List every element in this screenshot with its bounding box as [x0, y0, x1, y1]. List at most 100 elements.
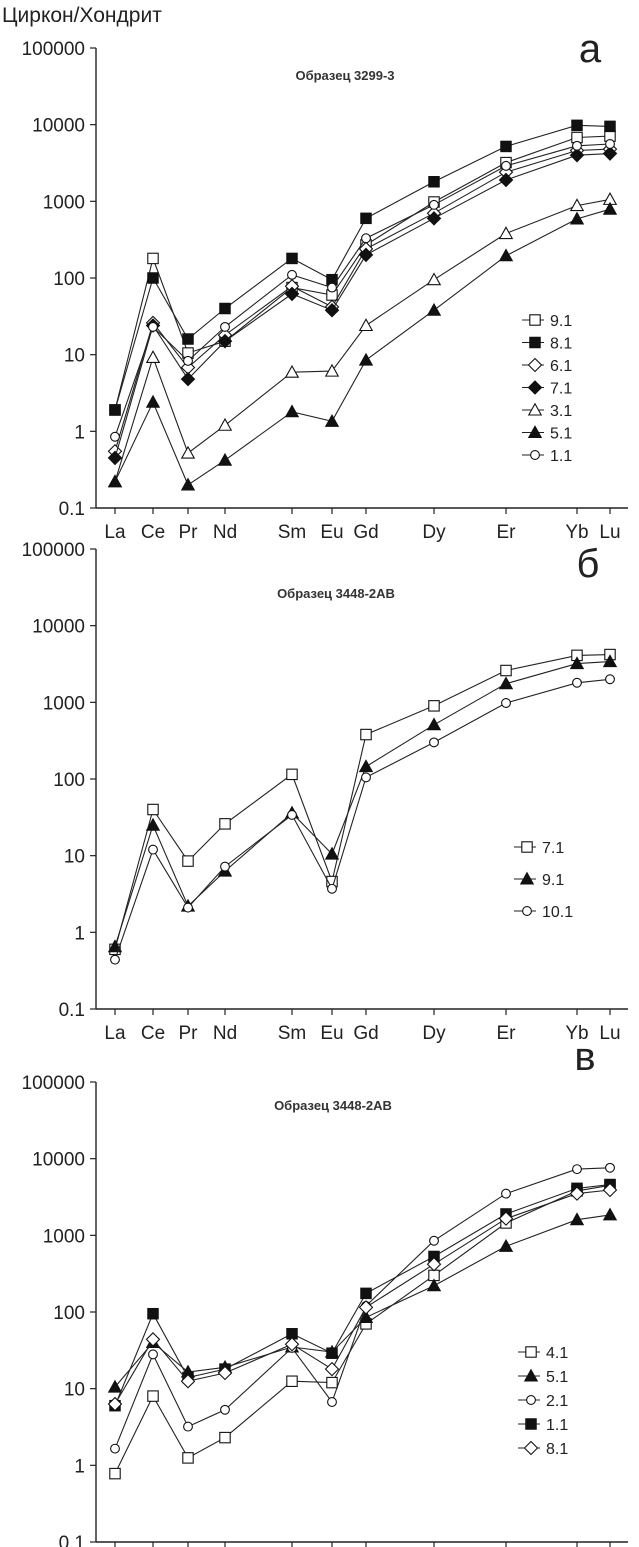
data-point [217, 1365, 233, 1381]
data-point [569, 1186, 585, 1201]
legend-marker [527, 380, 543, 395]
data-point [569, 1212, 585, 1226]
data-point [107, 450, 123, 466]
data-point [145, 1332, 161, 1347]
data-point [326, 1376, 338, 1389]
y-tick-label: 10 [64, 346, 85, 367]
data-point [572, 1164, 582, 1175]
data-point [182, 333, 194, 345]
legend-entry: 7.1 [522, 380, 572, 398]
y-tick-label: 100 [53, 1303, 85, 1324]
legend-entry: 6.1 [522, 357, 572, 375]
data-point [284, 404, 300, 418]
data-point [107, 939, 123, 953]
data-point [572, 677, 582, 688]
y-tick-label: 0.1 [59, 1533, 85, 1547]
legend-entry: 8.1 [522, 336, 572, 353]
legend-entry: 7.1 [514, 840, 564, 857]
data-point [327, 282, 337, 293]
series-7.1 [107, 146, 618, 466]
legend-entry: 5.1 [518, 1368, 568, 1386]
x-tick-label: La [104, 1023, 126, 1044]
legend-entry: 4.1 [518, 1345, 568, 1362]
legend-marker [525, 1418, 537, 1430]
legend-entry: 5.1 [522, 425, 572, 443]
x-tick-label: Yb [565, 1023, 588, 1044]
data-point [602, 201, 618, 215]
data-point [501, 1188, 511, 1199]
y-tick-label: 1 [74, 1456, 85, 1477]
data-point [183, 355, 193, 366]
legend-label: 6.1 [550, 358, 572, 375]
data-point [324, 1361, 340, 1377]
data-point [145, 394, 161, 408]
x-tick-label: Pr [179, 1023, 199, 1044]
data-point [147, 803, 159, 816]
series-line [114, 678, 611, 960]
data-point [569, 211, 585, 225]
data-point [109, 1467, 121, 1480]
series-line [114, 1214, 611, 1388]
data-point [107, 1379, 123, 1393]
y-tick-label: 10000 [32, 116, 85, 137]
series-1.1 [110, 139, 615, 442]
series-4.1 [109, 1179, 616, 1480]
x-tick-label: Yb [565, 522, 588, 543]
legend-marker [522, 906, 532, 916]
data-point [605, 139, 615, 149]
data-point [500, 664, 512, 677]
legend-marker [527, 402, 543, 416]
y-tick-label: 1 [74, 422, 85, 443]
series-8.1 [107, 1182, 618, 1412]
x-tick-label: Pr [179, 522, 199, 543]
data-point [426, 1278, 442, 1292]
data-point [324, 846, 340, 860]
data-point [182, 1452, 194, 1464]
legend-marker [527, 425, 543, 439]
legend-marker [521, 841, 533, 853]
x-tick-label: Sm [278, 1023, 307, 1044]
x-tick-label: Lu [599, 1023, 620, 1044]
data-point [324, 302, 340, 318]
panel-1: 0.1 1 10 100 1000 10000 100000 La Ce Pr Nd Sm Eu Gd Dy… [22, 27, 628, 543]
data-point [217, 333, 233, 349]
legend-label: 4.1 [546, 1345, 568, 1362]
data-point [360, 728, 372, 741]
data-point [219, 818, 231, 830]
legend-entry: 1.1 [518, 1417, 568, 1434]
data-point [326, 1347, 338, 1359]
data-point [217, 452, 233, 466]
data-point [429, 1235, 439, 1246]
data-point [324, 413, 340, 427]
data-point [571, 119, 583, 132]
x-tick-label: Dy [422, 522, 446, 543]
data-point [358, 1300, 374, 1315]
y-tick-label: 10000 [32, 617, 85, 638]
data-point [605, 1162, 615, 1173]
data-point [220, 1404, 230, 1415]
legend-label: 1.1 [550, 448, 572, 465]
data-point [498, 226, 514, 240]
data-point [183, 1421, 193, 1432]
data-point [426, 1256, 442, 1272]
data-point [109, 404, 121, 416]
legend-marker [527, 357, 543, 373]
data-point [358, 1310, 374, 1323]
panel-letter: в [574, 1035, 595, 1079]
y-tick-label: 100 [53, 269, 85, 290]
x-tick-label: Lu [599, 522, 620, 543]
x-tick-label: Sm [278, 522, 307, 543]
data-point [569, 198, 585, 212]
data-point [220, 861, 230, 872]
data-point [183, 902, 193, 913]
data-point [284, 364, 300, 378]
panel-3: 0.1110100100010000100000LaCePrNdSmEuGdDy… [22, 1035, 628, 1547]
legend-entry: 9.1 [522, 313, 572, 330]
data-point [180, 477, 196, 491]
data-point [284, 1336, 300, 1352]
panel-letter: а [579, 27, 602, 71]
data-point [426, 272, 442, 286]
legend-label: 9.1 [542, 872, 564, 889]
y-tick-label: 1000 [43, 192, 85, 213]
data-point [602, 1182, 618, 1198]
